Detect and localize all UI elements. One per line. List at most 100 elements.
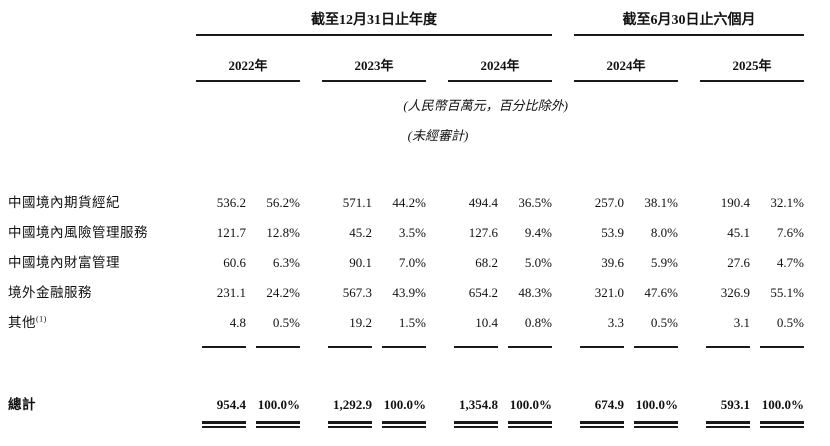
col-group-2023: 19.2 1.5% <box>322 308 426 338</box>
percent-cell: 56.2% <box>266 195 300 210</box>
table-row: 中國境內期貨經紀 536.2 56.2% 571.1 44.2% 494.4 3… <box>0 188 830 218</box>
percent-cell: 12.8% <box>266 225 300 240</box>
year-header-row: 2022年 2023年 2024年 2024年 2025年 <box>0 52 830 82</box>
col-group-2023: 1,292.9 100.0% <box>322 392 426 418</box>
segment-label: 中國境內風險管理服務 <box>8 225 148 240</box>
percent-cell: 44.2% <box>392 195 426 210</box>
col-group-2025-interim: 45.1 7.6% <box>700 218 804 248</box>
single-rule <box>580 346 624 348</box>
table-row: 中國境內財富管理 60.6 6.3% 90.1 7.0% 68.2 5.0% 3… <box>0 248 830 278</box>
col-group-2024: 1,354.8 100.0% <box>448 392 552 418</box>
value-cell: 4.8 <box>229 315 246 330</box>
segment-label: 中國境內期貨經紀 <box>8 195 120 210</box>
value-cell: 45.1 <box>727 225 750 240</box>
col-group-2024-interim: 39.6 5.9% <box>574 248 678 278</box>
col-group-2023: 571.1 44.2% <box>322 188 426 218</box>
col-group-2025-interim: 190.4 32.1% <box>700 188 804 218</box>
value-cell: 19.2 <box>349 315 372 330</box>
col-group-2024-interim: 53.9 8.0% <box>574 218 678 248</box>
total-value-cell: 593.1 <box>720 397 750 412</box>
col-group-2023: 90.1 7.0% <box>322 248 426 278</box>
total-value-cell: 1,292.9 <box>333 397 372 412</box>
segment-label: 中國境內財富管理 <box>8 255 120 270</box>
double-rule <box>760 421 804 428</box>
year-header-2023: 2023年 <box>322 55 426 82</box>
percent-cell: 0.5% <box>776 315 804 330</box>
segment-label: 境外金融服務 <box>8 285 92 300</box>
percent-cell: 8.0% <box>650 225 678 240</box>
value-cell: 27.6 <box>727 255 750 270</box>
value-cell: 10.4 <box>475 315 498 330</box>
value-cell: 231.1 <box>216 285 246 300</box>
value-cell: 3.3 <box>607 315 624 330</box>
units-note: (人民幣百萬元，百分比除外) <box>403 98 568 113</box>
unaudited-note: (未經審計) <box>407 128 469 143</box>
double-rule <box>202 421 246 428</box>
year-header-2025-interim: 2025年 <box>700 55 804 82</box>
value-cell: 326.9 <box>720 285 750 300</box>
percent-cell: 5.0% <box>524 255 552 270</box>
col-group-2024: 654.2 48.3% <box>448 278 552 308</box>
value-cell: 90.1 <box>349 255 372 270</box>
percent-cell: 38.1% <box>644 195 678 210</box>
col-group-2024: 10.4 0.8% <box>448 308 552 338</box>
col-group-2022: 4.8 0.5% <box>196 308 300 338</box>
percent-cell: 3.5% <box>398 225 426 240</box>
percent-cell: 9.4% <box>524 225 552 240</box>
double-rule <box>634 421 678 428</box>
table-row: 其他(1) 4.8 0.5% 19.2 1.5% 10.4 0.8% 3.3 0… <box>0 308 830 338</box>
value-cell: 654.2 <box>468 285 498 300</box>
col-group-2022: 954.4 100.0% <box>196 392 300 418</box>
single-rule <box>256 346 300 348</box>
footnote-ref: (1) <box>36 314 47 324</box>
percent-cell: 24.2% <box>266 285 300 300</box>
single-rule <box>706 346 750 348</box>
single-rule <box>202 346 246 348</box>
double-rule <box>706 421 750 428</box>
total-percent-cell: 100.0% <box>635 397 678 412</box>
col-group-2022: 60.6 6.3% <box>196 248 300 278</box>
year-header-2022: 2022年 <box>196 55 300 82</box>
percent-cell: 6.3% <box>272 255 300 270</box>
value-cell: 60.6 <box>223 255 246 270</box>
year-header-2024: 2024年 <box>448 55 552 82</box>
col-group-2024-interim: 321.0 47.6% <box>574 278 678 308</box>
total-label: 總計 <box>8 397 36 412</box>
period-header-annual: 截至12月31日止年度 <box>196 9 552 36</box>
col-group-2025-interim: 3.1 0.5% <box>700 308 804 338</box>
double-rule <box>580 421 624 428</box>
table-row: 中國境內風險管理服務 121.7 12.8% 45.2 3.5% 127.6 9… <box>0 218 830 248</box>
col-group-2022: 231.1 24.2% <box>196 278 300 308</box>
percent-cell: 0.5% <box>272 315 300 330</box>
single-rule <box>328 346 372 348</box>
segment-label: 其他(1) <box>0 308 188 338</box>
value-cell: 321.0 <box>594 285 624 300</box>
value-cell: 45.2 <box>349 225 372 240</box>
double-rule <box>382 421 426 428</box>
value-cell: 190.4 <box>720 195 750 210</box>
double-rule <box>328 421 372 428</box>
percent-cell: 7.0% <box>398 255 426 270</box>
col-group-2024: 68.2 5.0% <box>448 248 552 278</box>
col-group-2025-interim: 27.6 4.7% <box>700 248 804 278</box>
double-rule <box>508 421 552 428</box>
value-cell: 39.6 <box>601 255 624 270</box>
units-note-row: (人民幣百萬元，百分比除外) <box>0 94 830 114</box>
col-group-2025-interim: 593.1 100.0% <box>700 392 804 418</box>
single-rule <box>454 346 498 348</box>
col-group-2022: 121.7 12.8% <box>196 218 300 248</box>
value-cell: 121.7 <box>216 225 246 240</box>
total-value-cell: 954.4 <box>216 397 246 412</box>
value-cell: 127.6 <box>468 225 498 240</box>
value-cell: 257.0 <box>594 195 624 210</box>
table-row: 境外金融服務 231.1 24.2% 567.3 43.9% 654.2 48.… <box>0 278 830 308</box>
period-header-interim: 截至6月30日止六個月 <box>574 9 804 36</box>
percent-cell: 36.5% <box>518 195 552 210</box>
double-rule <box>256 421 300 428</box>
total-row: 總計 954.4 100.0% 1,292.9 100.0% 1,354.8 1… <box>0 392 830 418</box>
col-group-2024: 127.6 9.4% <box>448 218 552 248</box>
col-group-2024: 494.4 36.5% <box>448 188 552 218</box>
unaudited-note-row: (未經審計) <box>0 124 830 144</box>
percent-cell: 7.6% <box>776 225 804 240</box>
total-value-cell: 674.9 <box>594 397 624 412</box>
